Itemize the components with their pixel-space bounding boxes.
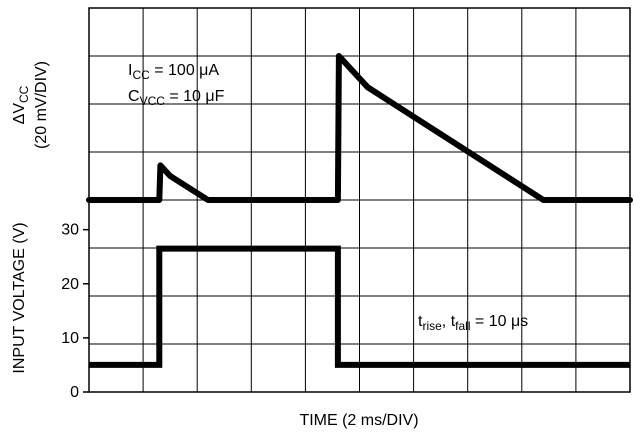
input-voltage-label: INPUT VOLTAGE (V)	[11, 222, 28, 373]
y-axis-ticks: 0 10 20 30	[61, 222, 89, 401]
y-tick-label: 20	[61, 276, 79, 293]
annotation-icc: ICC = 100 μA	[128, 62, 219, 82]
grid	[88, 7, 631, 393]
delta-vcc-scale-label: (20 mV/DIV)	[33, 61, 50, 149]
y-tick-label: 30	[61, 222, 79, 239]
annotation-cvcc: CVCC = 10 μF	[128, 88, 225, 108]
delta-vcc-trace	[86, 53, 633, 203]
traces	[86, 53, 633, 368]
x-axis-label: TIME (2 ms/DIV)	[299, 412, 418, 429]
annotation-rise-fall: trise, tfall = 10 μs	[418, 313, 528, 333]
y-tick-label: 10	[61, 330, 79, 347]
delta-vcc-label: ΔVCC	[11, 85, 31, 124]
input-voltage-trace	[89, 245, 630, 368]
y-tick-label: 0	[70, 384, 79, 401]
